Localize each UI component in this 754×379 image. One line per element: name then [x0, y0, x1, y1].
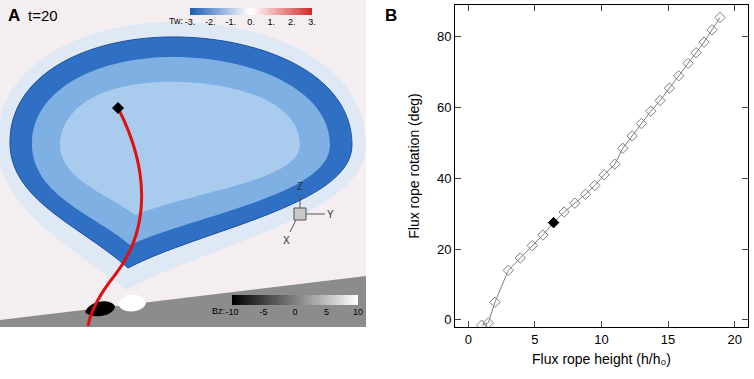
svg-text:20: 20: [727, 332, 741, 347]
svg-text:40: 40: [437, 171, 451, 186]
svg-text:0.: 0.: [247, 17, 255, 27]
svg-text:Y: Y: [327, 209, 334, 220]
svg-text:X: X: [283, 235, 290, 246]
svg-text:80: 80: [437, 29, 451, 44]
svg-text:-2.: -2.: [205, 17, 216, 27]
svg-text:5: 5: [324, 307, 329, 317]
svg-text:-3.: -3.: [185, 17, 196, 27]
svg-text:60: 60: [437, 100, 451, 115]
svg-text:2.: 2.: [288, 17, 296, 27]
svg-text:-10: -10: [225, 307, 238, 317]
svg-text:-1.: -1.: [225, 17, 236, 27]
svg-text:20: 20: [437, 242, 451, 257]
svg-text:10: 10: [353, 307, 363, 317]
svg-text:Flux rope rotation (deg): Flux rope rotation (deg): [406, 93, 422, 239]
svg-text:Bz:: Bz:: [212, 306, 225, 316]
svg-text:Flux rope height (h/h₀): Flux rope height (h/h₀): [532, 351, 671, 367]
svg-text:5: 5: [531, 332, 538, 347]
svg-text:-5: -5: [259, 307, 267, 317]
svg-text:0: 0: [292, 307, 297, 317]
svg-text:A: A: [8, 6, 20, 25]
svg-text:3.: 3.: [308, 17, 316, 27]
svg-text:t=20: t=20: [28, 7, 58, 24]
svg-text:15: 15: [661, 332, 675, 347]
svg-text:Z: Z: [297, 181, 303, 192]
svg-text:0: 0: [444, 312, 451, 327]
svg-text:1.: 1.: [268, 17, 276, 27]
svg-text:Tw:: Tw:: [169, 16, 183, 26]
svg-text:0: 0: [465, 332, 472, 347]
svg-text:10: 10: [594, 332, 608, 347]
svg-text:B: B: [385, 6, 397, 25]
